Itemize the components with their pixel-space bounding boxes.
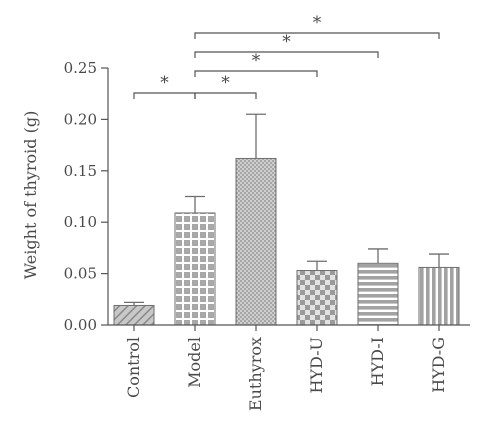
y-axis-title: Weight of thyroid (g) — [21, 111, 40, 280]
x-category-label: HYD-G — [429, 337, 448, 393]
significance-bracket: * — [194, 13, 440, 39]
bar-hyd-u — [296, 270, 338, 326]
error-bar-model — [185, 195, 205, 213]
significance-star: * — [282, 32, 291, 52]
x-category-label: HYD-U — [307, 337, 326, 394]
bar-hyd-g — [418, 266, 460, 326]
bar-hyd-i — [357, 262, 399, 326]
x-category-label: Euthyrox — [246, 337, 265, 411]
y-tick-label: 0.10 — [64, 213, 97, 231]
significance-bracket: * — [194, 32, 379, 58]
error-bar-euthyrox — [246, 113, 266, 159]
error-bar-control — [124, 301, 144, 306]
significance-star: * — [252, 51, 261, 71]
x-category-label: HYD-I — [368, 337, 387, 386]
significance-bracket: * — [194, 73, 257, 99]
significance-bracket: * — [194, 51, 318, 77]
x-category-label: Control — [124, 337, 143, 398]
y-tick-label: 0.00 — [64, 316, 97, 334]
y-tick-label: 0.05 — [64, 265, 97, 283]
significance-star: * — [221, 73, 230, 93]
error-bar-hyd-g — [429, 253, 449, 268]
bar-euthyrox — [235, 157, 277, 326]
error-bar-hyd-u — [307, 260, 327, 271]
error-bar-hyd-i — [368, 248, 388, 264]
bar-control — [113, 304, 155, 326]
significance-bracket: * — [133, 73, 196, 99]
significance-star: * — [313, 13, 322, 33]
x-category-label: Model — [185, 337, 204, 388]
y-tick-label: 0.20 — [64, 110, 97, 128]
y-tick-label: 0.25 — [64, 59, 97, 77]
significance-star: * — [160, 73, 169, 93]
y-tick-label: 0.15 — [64, 162, 97, 180]
bar-model — [174, 212, 216, 326]
